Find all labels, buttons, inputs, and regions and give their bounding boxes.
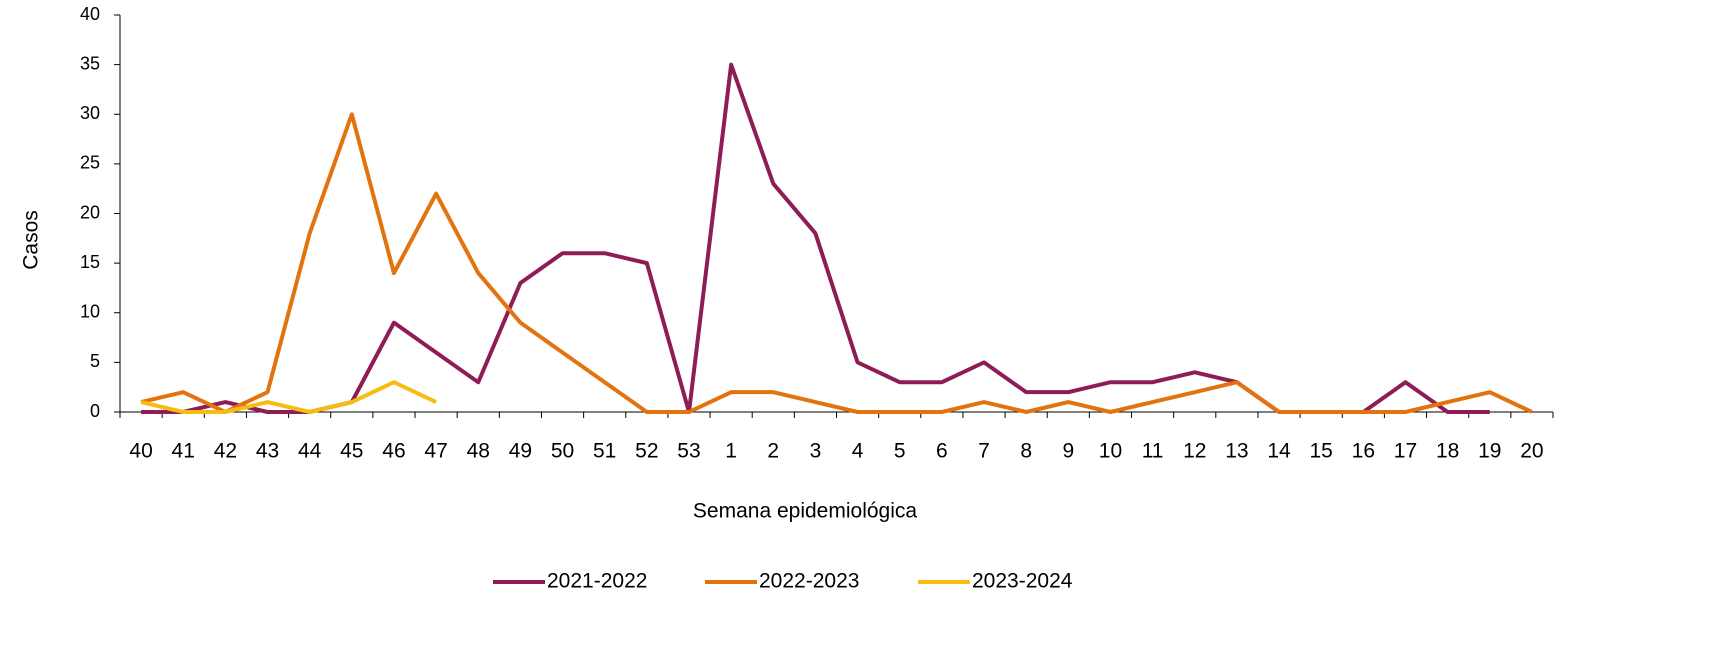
x-tick-label: 10 xyxy=(1099,440,1122,463)
x-tick-label: 44 xyxy=(298,440,322,463)
y-tick-label: 0 xyxy=(90,401,100,421)
x-tick-label: 6 xyxy=(936,440,948,463)
x-tick-label: 8 xyxy=(1020,440,1032,463)
y-tick-label: 40 xyxy=(80,4,100,24)
x-tick-label: 41 xyxy=(172,440,195,463)
y-tick-label: 10 xyxy=(80,302,100,322)
x-tick-label: 5 xyxy=(894,440,906,463)
x-tick-label: 1 xyxy=(725,440,737,463)
y-tick-label: 5 xyxy=(90,351,100,371)
x-tick-label: 53 xyxy=(677,440,700,463)
x-tick-label: 2 xyxy=(767,440,779,463)
x-tick-label: 20 xyxy=(1520,440,1543,463)
x-tick-label: 52 xyxy=(635,440,658,463)
x-tick-label: 9 xyxy=(1062,440,1074,463)
y-tick-label: 30 xyxy=(80,103,100,123)
y-tick-label: 35 xyxy=(80,53,100,73)
y-axis-title: Casos xyxy=(20,210,43,270)
x-tick-label: 19 xyxy=(1478,440,1501,463)
y-tick-label: 25 xyxy=(80,153,100,173)
x-tick-label: 14 xyxy=(1267,440,1291,463)
x-tick-label: 11 xyxy=(1142,440,1164,463)
x-tick-label: 40 xyxy=(129,440,152,463)
x-tick-label: 12 xyxy=(1183,440,1206,463)
series-line xyxy=(141,62,1490,414)
y-tick-label: 20 xyxy=(80,202,100,222)
x-tick-label: 13 xyxy=(1225,440,1248,463)
x-tick-label: 15 xyxy=(1310,440,1333,463)
x-tick-label: 46 xyxy=(382,440,405,463)
x-tick-label: 3 xyxy=(810,440,822,463)
x-tick-label: 4 xyxy=(852,440,864,463)
y-tick-label: 15 xyxy=(80,252,100,272)
series-line xyxy=(140,112,1533,414)
x-tick-label: 45 xyxy=(340,440,363,463)
x-tick-label: 51 xyxy=(593,440,616,463)
x-tick-label: 47 xyxy=(424,440,447,463)
x-axis-title: Semana epidemiológica xyxy=(693,500,917,523)
series-line xyxy=(140,380,437,414)
x-tick-label: 49 xyxy=(509,440,532,463)
x-tick-label: 48 xyxy=(467,440,490,463)
x-tick-label: 43 xyxy=(256,440,279,463)
legend-label: 2023-2024 xyxy=(972,570,1073,593)
x-tick-label: 16 xyxy=(1352,440,1375,463)
legend-label: 2022-2023 xyxy=(759,570,859,593)
x-tick-label: 17 xyxy=(1394,440,1417,463)
x-tick-label: 42 xyxy=(214,440,237,463)
x-tick-label: 7 xyxy=(978,440,990,463)
legend-label: 2021-2022 xyxy=(547,570,647,593)
x-tick-label: 18 xyxy=(1436,440,1459,463)
x-tick-label: 50 xyxy=(551,440,574,463)
